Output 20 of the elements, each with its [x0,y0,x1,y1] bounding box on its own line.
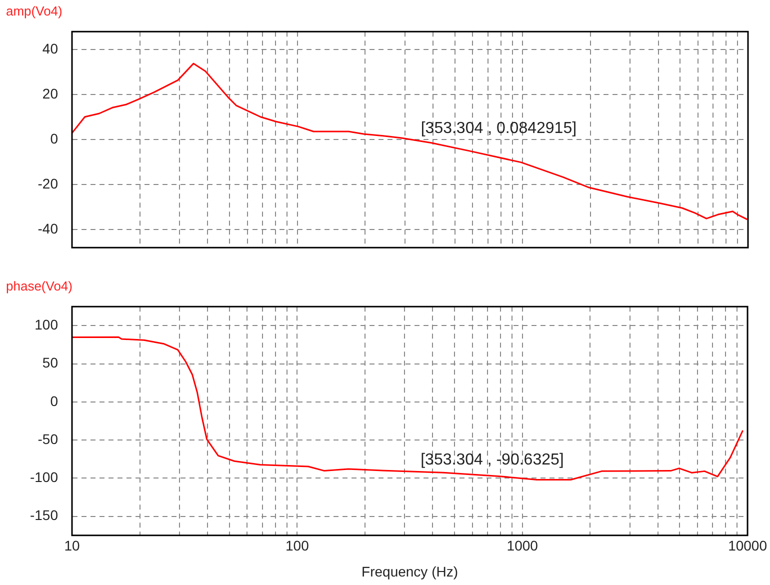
y-tick-label: 0 [50,130,58,146]
y-tick-label: -150 [30,507,58,524]
y-tick-label: -40 [38,220,58,236]
chart-title: amp(Vo4) [6,3,62,18]
x-axis-title: Frequency (Hz) [362,563,458,580]
y-tick-label: -100 [30,469,58,486]
annotation: [353.304 , -90.6325] [420,451,564,468]
annotation: [353.304 , 0.0842915] [420,120,577,137]
chart-title: phase(Vo4) [6,278,72,294]
x-tick-label: 100 [286,538,310,554]
y-tick-label: 0 [50,392,58,409]
x-tick-label: 10 [64,538,80,554]
y-tick-label: 20 [42,85,58,102]
y-tick-label: 50 [42,354,58,371]
x-tick-label: 10000 [728,538,768,554]
x-tick-label: 1000 [506,538,538,554]
y-tick-label: 40 [42,40,58,56]
y-tick-label: -20 [38,175,58,192]
y-tick-label: -50 [38,430,58,447]
y-tick-label: 100 [34,316,58,333]
